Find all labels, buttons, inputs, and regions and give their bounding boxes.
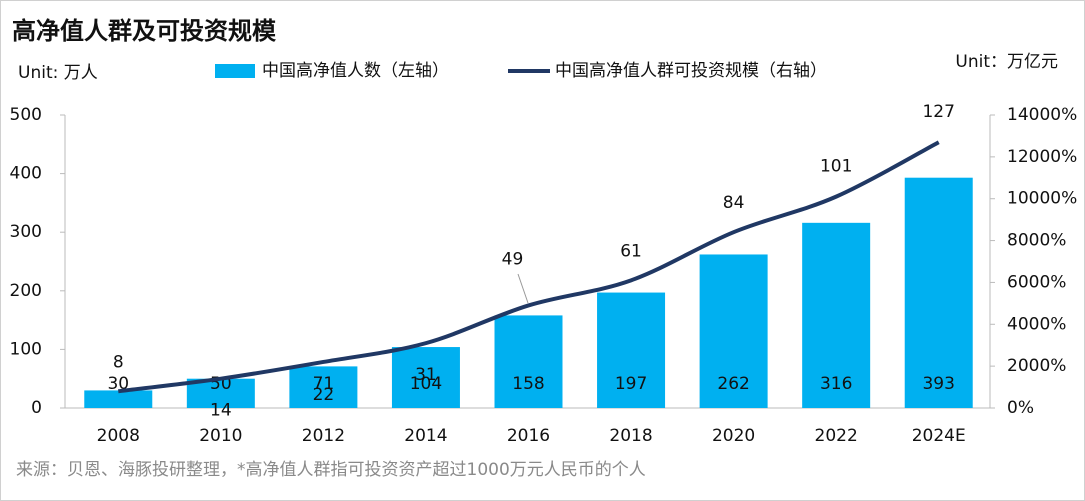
y2-tick-label: 2000% bbox=[1007, 356, 1066, 376]
leader-line bbox=[517, 273, 529, 304]
line-value-label: 61 bbox=[620, 241, 642, 261]
bar-value-label: 104 bbox=[410, 374, 442, 394]
x-tick-label: 2014 bbox=[404, 426, 447, 446]
y-tick-label: 500 bbox=[10, 105, 42, 125]
bar-value-label: 158 bbox=[512, 374, 544, 394]
bar bbox=[84, 390, 153, 408]
bar-value-label: 316 bbox=[820, 374, 852, 394]
line bbox=[118, 140, 940, 394]
bar-value-label: 71 bbox=[313, 374, 335, 394]
legend-label: 中国高净值人数（左轴） bbox=[262, 61, 449, 81]
y-tick-label: 300 bbox=[10, 222, 42, 242]
line-value-label: 101 bbox=[820, 157, 852, 177]
y-tick-label: 100 bbox=[10, 339, 42, 359]
line-value-label: 31 bbox=[415, 365, 437, 385]
bar bbox=[494, 315, 563, 408]
x-tick-label: 2010 bbox=[199, 426, 242, 446]
bar-value-label: 262 bbox=[717, 374, 749, 394]
bar bbox=[597, 292, 666, 408]
x-tick-label: 2024E bbox=[912, 426, 966, 446]
x-tick-label: 2012 bbox=[302, 426, 345, 446]
bar bbox=[699, 254, 768, 408]
bar bbox=[904, 177, 973, 408]
legend-swatch bbox=[215, 64, 255, 78]
x-tick-label: 2016 bbox=[507, 426, 550, 446]
bar-value-label: 197 bbox=[615, 374, 647, 394]
y2-tick-label: 12000% bbox=[1007, 147, 1077, 167]
y2-unit: Unit：万亿元 bbox=[955, 52, 1058, 72]
bar bbox=[391, 347, 460, 408]
y2-tick-label: 8000% bbox=[1007, 231, 1066, 251]
line-value-label: 84 bbox=[723, 193, 745, 213]
line-value-label: 8 bbox=[113, 352, 124, 372]
line-value-label: 14 bbox=[210, 401, 232, 421]
bar bbox=[289, 366, 358, 408]
line-value-label: 49 bbox=[502, 249, 524, 269]
y2-tick-label: 0% bbox=[1007, 398, 1034, 418]
y-tick-label: 400 bbox=[10, 164, 42, 184]
line-value-label: 127 bbox=[922, 102, 954, 122]
y-tick-label: 200 bbox=[10, 281, 42, 301]
y2-tick-label: 6000% bbox=[1007, 272, 1066, 292]
y2-tick-label: 10000% bbox=[1007, 189, 1077, 209]
bar-value-label: 393 bbox=[922, 374, 954, 394]
bar bbox=[802, 222, 871, 408]
x-tick-label: 2008 bbox=[97, 426, 140, 446]
x-tick-label: 2018 bbox=[609, 426, 652, 446]
x-tick-label: 2020 bbox=[712, 426, 755, 446]
source-note: 来源：贝恩、海豚投研整理，*高净值人群指可投资资产超过1000万元人民币的个人 bbox=[16, 460, 646, 480]
y2-tick-label: 14000% bbox=[1007, 105, 1077, 125]
y-unit: Unit: 万人 bbox=[18, 63, 98, 83]
x-tick-label: 2022 bbox=[815, 426, 858, 446]
chart-title: 高净值人群及可投资规模 bbox=[12, 17, 277, 45]
legend-label: 中国高净值人群可投资规模（右轴） bbox=[555, 61, 827, 81]
line-value-label: 22 bbox=[313, 385, 335, 405]
y2-tick-label: 4000% bbox=[1007, 314, 1066, 334]
y-tick-label: 0 bbox=[31, 398, 42, 418]
